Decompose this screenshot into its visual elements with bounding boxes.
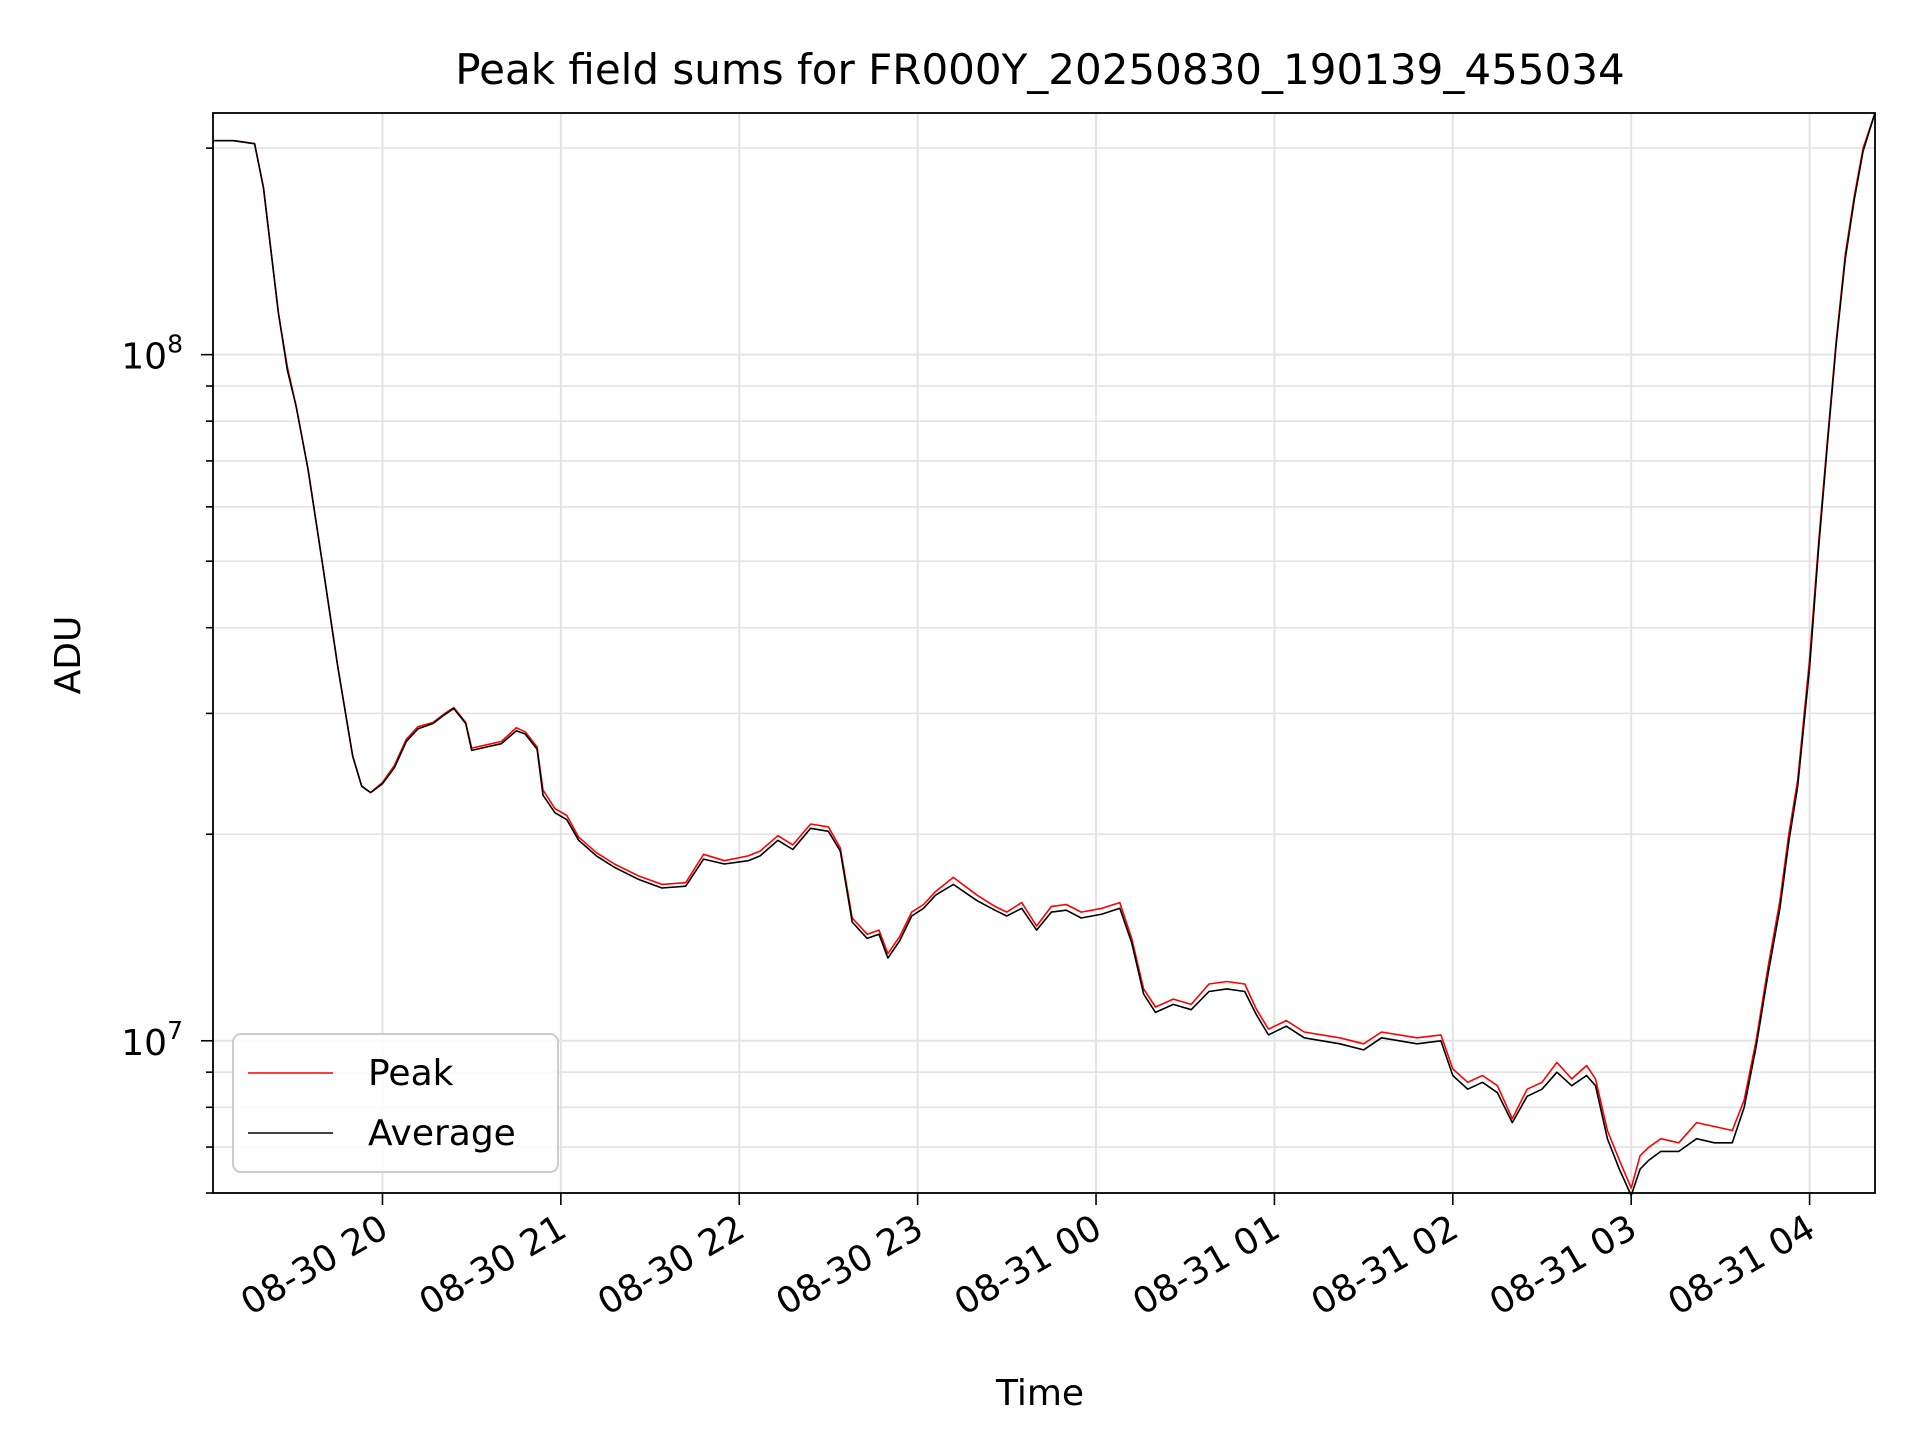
legend-box	[232, 1033, 559, 1173]
plot-frame	[212, 112, 1876, 1194]
x-axis-label: Time	[995, 1373, 1084, 1414]
y-tick-label: 107	[121, 1016, 183, 1064]
y-axis-label: ADU	[48, 616, 89, 695]
series-line-average	[213, 112, 1876, 1197]
y-tick-label-base: 10	[121, 1023, 167, 1064]
legend: Peak Average	[232, 1033, 559, 1173]
y-tick-label-exponent: 8	[167, 330, 183, 359]
series-layer	[213, 112, 1876, 1197]
legend-label-peak: Peak	[368, 1053, 454, 1094]
y-tick-label-base: 10	[121, 337, 167, 378]
y-tick-label-exponent: 7	[167, 1016, 183, 1045]
chart-title: Peak field sums for FR000Y_20250830_1901…	[455, 45, 1624, 94]
y-tick-label: 108	[121, 330, 183, 378]
legend-label-average: Average	[368, 1113, 516, 1154]
